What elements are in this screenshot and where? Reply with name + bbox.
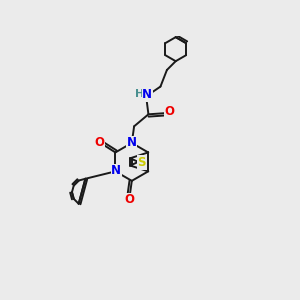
- Text: H: H: [135, 88, 144, 98]
- Text: O: O: [124, 193, 134, 206]
- Text: N: N: [111, 164, 121, 177]
- Text: O: O: [164, 106, 174, 118]
- Text: O: O: [94, 136, 104, 149]
- Text: N: N: [142, 88, 152, 101]
- Text: N: N: [127, 136, 137, 149]
- Text: S: S: [137, 156, 146, 169]
